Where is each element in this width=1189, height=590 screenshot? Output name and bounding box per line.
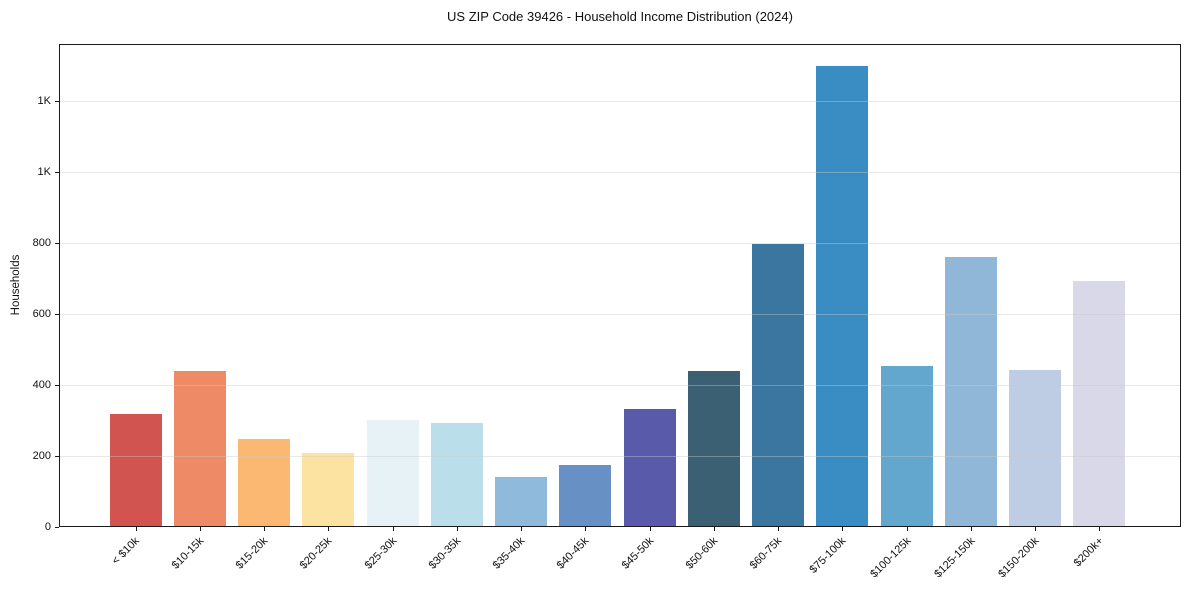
y-tick-label: 400	[32, 379, 51, 392]
gridline	[60, 101, 1180, 103]
x-tick-label: $100-125k	[867, 535, 913, 581]
y-tick-label: 200	[32, 450, 51, 463]
bar	[430, 423, 483, 527]
gridline	[60, 172, 1180, 174]
bar	[687, 370, 740, 527]
bar	[366, 420, 419, 527]
y-tick-mark	[55, 527, 59, 528]
x-tick-label: $150-200k	[996, 535, 1042, 581]
bar	[238, 439, 290, 527]
x-tick-label: $40-45k	[555, 535, 592, 572]
y-tick-label: 1K	[37, 95, 51, 108]
x-tick-mark	[521, 527, 522, 531]
bar	[1009, 370, 1061, 527]
y-axis-label-text: Households	[10, 254, 22, 316]
chart-title: US ZIP Code 39426 - Household Income Dis…	[447, 9, 793, 24]
y-tick-mark	[55, 314, 59, 316]
x-tick-label: $45-50k	[619, 535, 656, 572]
bar	[623, 408, 676, 527]
x-tick-label: $10-15k	[169, 535, 207, 572]
bar	[752, 243, 804, 527]
x-tick-mark	[649, 527, 651, 531]
y-tick-label: 800	[32, 237, 51, 250]
x-tick-mark	[456, 527, 458, 531]
x-tick-mark	[328, 527, 330, 531]
x-tick-mark	[264, 527, 265, 531]
bar	[173, 370, 226, 527]
x-tick-mark	[778, 527, 779, 531]
x-tick-label: $30-35k	[426, 535, 464, 572]
y-tick-label: 0	[44, 521, 51, 533]
x-tick-mark	[585, 527, 587, 531]
x-tick-label: < $10k	[109, 535, 142, 568]
y-tick-mark	[55, 243, 59, 245]
y-tick-mark	[55, 101, 59, 103]
gridline	[60, 314, 1180, 316]
x-tick-mark	[970, 527, 972, 531]
bar	[495, 476, 547, 527]
x-tick-label: $35-40k	[490, 535, 528, 572]
x-tick-label: $20-25k	[298, 535, 335, 572]
x-tick-label: $50-60k	[683, 535, 721, 572]
x-tick-mark	[392, 527, 394, 531]
x-tick-label: $125-150k	[931, 535, 978, 581]
bar	[109, 413, 162, 527]
y-tick-label: 1K	[37, 166, 51, 179]
y-tick-mark	[55, 385, 59, 387]
x-tick-label: $25-30k	[362, 535, 399, 572]
bar	[302, 452, 355, 527]
x-tick-mark	[713, 527, 715, 531]
bar	[880, 366, 933, 527]
gridline	[60, 456, 1180, 458]
x-tick-label: $60-75k	[747, 535, 785, 572]
bar	[559, 464, 612, 527]
x-tick-mark	[199, 527, 201, 531]
y-tick-label: 600	[32, 308, 51, 321]
x-tick-label: $200k+	[1071, 535, 1106, 570]
x-tick-mark	[135, 527, 137, 531]
y-tick-mark	[55, 456, 59, 458]
x-tick-label: $15-20k	[233, 535, 271, 572]
x-tick-mark	[1035, 527, 1036, 531]
bar	[1073, 280, 1126, 527]
y-tick-mark	[55, 172, 59, 174]
bar	[944, 257, 997, 527]
bar	[816, 65, 869, 527]
x-tick-mark	[906, 527, 908, 531]
x-tick-mark	[1099, 527, 1101, 531]
gridline	[60, 243, 1180, 245]
x-tick-mark	[842, 527, 844, 531]
x-tick-label: $75-100k	[807, 535, 849, 576]
gridline	[60, 385, 1180, 387]
